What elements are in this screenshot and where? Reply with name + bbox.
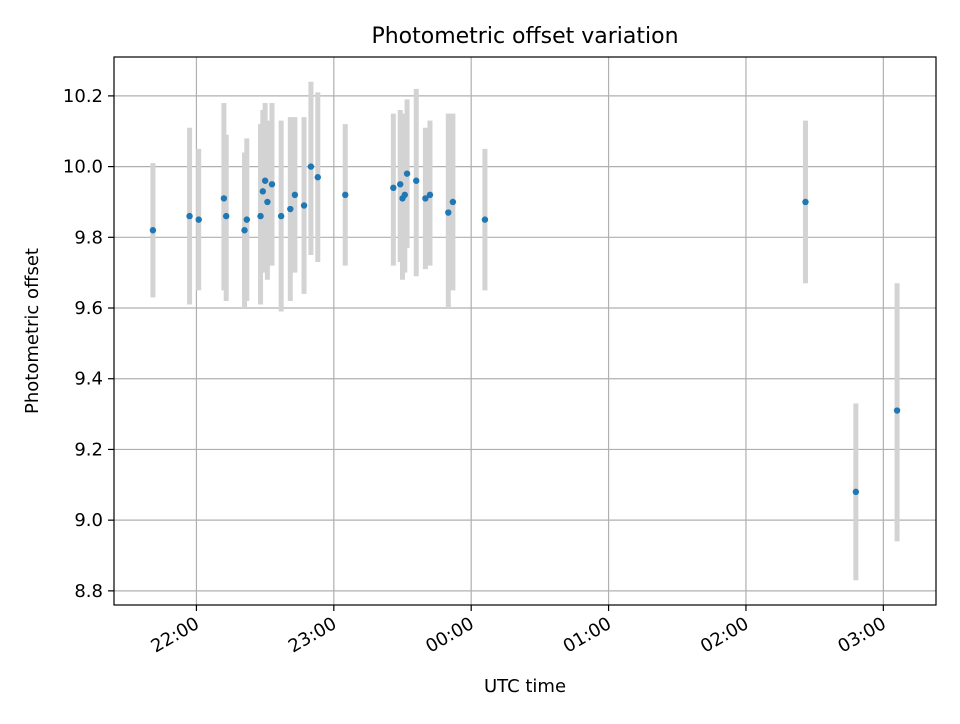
data-point xyxy=(220,195,228,202)
y-tick-label: 9.0 xyxy=(74,510,103,531)
data-point xyxy=(149,227,157,234)
data-point xyxy=(403,170,411,177)
chart-title: Photometric offset variation xyxy=(371,24,678,49)
data-point xyxy=(257,212,264,220)
data-point xyxy=(291,191,299,199)
data-point xyxy=(259,188,267,195)
y-tick-label: 9.6 xyxy=(74,298,103,319)
x-axis-label: UTC time xyxy=(484,676,566,697)
data-point xyxy=(422,195,429,202)
data-point xyxy=(426,191,434,199)
y-tick-label: 10.0 xyxy=(63,157,103,178)
data-point xyxy=(222,212,230,220)
data-point xyxy=(314,174,321,181)
data-point xyxy=(802,198,809,206)
data-point xyxy=(243,216,251,223)
plot-frame xyxy=(113,56,937,606)
data-point xyxy=(277,212,285,220)
data-point xyxy=(852,488,860,496)
data-point xyxy=(342,191,349,199)
data-point xyxy=(397,181,404,188)
y-tick-label: 8.8 xyxy=(74,581,103,602)
grid-layer xyxy=(114,57,936,605)
data-point xyxy=(413,177,420,184)
data-point xyxy=(445,209,452,216)
y-tick-label: 9.4 xyxy=(74,369,103,390)
data-point xyxy=(401,191,408,199)
data-point xyxy=(307,163,315,170)
data-point xyxy=(300,202,308,209)
data-point xyxy=(195,216,202,223)
data-point xyxy=(893,407,901,414)
data-point xyxy=(241,227,248,234)
y-tick-label: 9.8 xyxy=(74,227,103,248)
data-point xyxy=(481,216,489,223)
data-point xyxy=(264,198,271,206)
data-point xyxy=(449,198,457,206)
y-tick-label: 9.2 xyxy=(74,439,103,460)
data-point xyxy=(261,177,269,184)
y-axis-label: Photometric offset xyxy=(22,248,43,414)
data-point xyxy=(186,212,193,220)
data-point xyxy=(390,184,397,192)
data-point xyxy=(268,181,276,188)
y-tick-label: 10.2 xyxy=(63,86,103,107)
data-point xyxy=(287,205,294,213)
point-layer xyxy=(149,163,901,496)
